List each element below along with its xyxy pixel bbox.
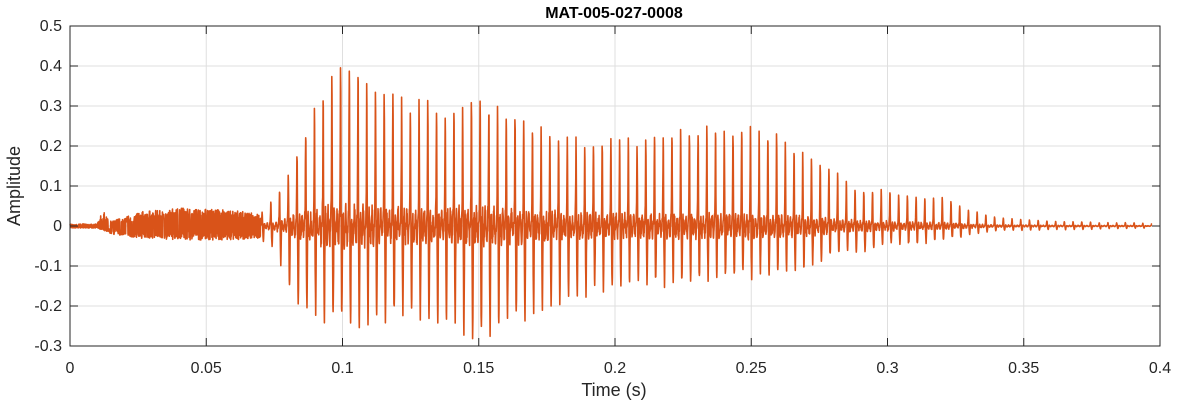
y-tick-label: 0.3 — [40, 98, 62, 115]
x-axis-label: Time (s) — [581, 380, 646, 400]
series-layer — [69, 67, 1153, 340]
x-tick-label: 0.15 — [463, 360, 494, 377]
x-tick-label: 0.3 — [876, 360, 898, 377]
chart-title: MAT-005-027-0008 — [545, 5, 683, 22]
x-tick-label: 0.05 — [191, 360, 222, 377]
waveform-line — [69, 67, 1153, 340]
x-tick-label: 0.25 — [736, 360, 767, 377]
y-tick-label: -0.1 — [34, 258, 62, 275]
x-tick-label: 0 — [66, 360, 75, 377]
x-tick-label: 0.35 — [1008, 360, 1039, 377]
y-tick-label: 0.1 — [40, 178, 62, 195]
y-tick-label: 0.5 — [40, 18, 62, 35]
y-tick-label: 0 — [53, 218, 62, 235]
x-tick-labels: 0 0.05 0.1 0.15 0.2 0.25 0.3 0.35 0.4 — [66, 360, 1172, 377]
x-tick-label: 0.1 — [331, 360, 353, 377]
x-tick-label: 0.2 — [604, 360, 626, 377]
y-tick-labels: 0.5 0.4 0.3 0.2 0.1 0 -0.1 -0.2 -0.3 — [34, 18, 62, 355]
y-tick-label: -0.3 — [34, 338, 62, 355]
y-axis-label: Amplitude — [4, 146, 24, 226]
tick-marks — [69, 25, 1161, 347]
x-tick-label: 0.4 — [1149, 360, 1171, 377]
y-tick-label: 0.4 — [40, 58, 62, 75]
y-tick-label: -0.2 — [34, 298, 62, 315]
y-tick-label: 0.2 — [40, 138, 62, 155]
